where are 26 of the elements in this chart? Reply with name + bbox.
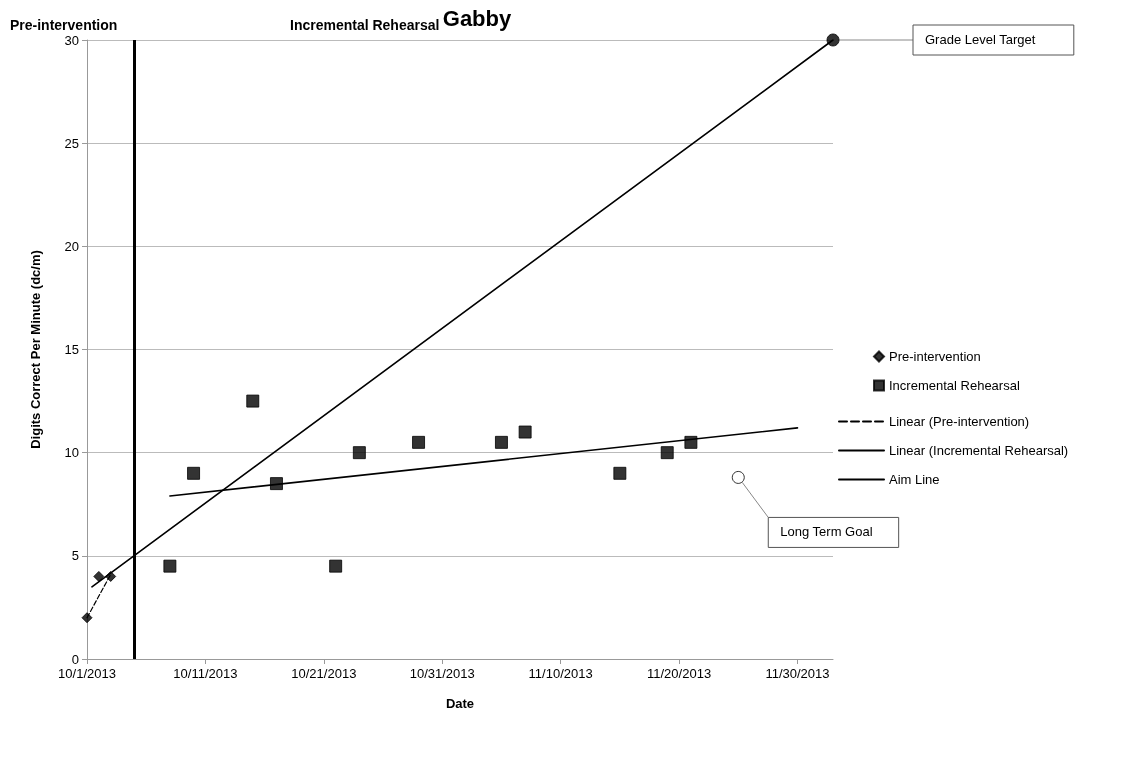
legend-label: Aim Line xyxy=(889,472,940,487)
x-axis-title: Date xyxy=(445,696,475,711)
x-tick-label: 10/21/2013 xyxy=(291,666,357,681)
chart-title: Gabby xyxy=(442,5,512,31)
y-tick-label: 5 xyxy=(71,548,79,564)
x-tick-label: 11/10/2013 xyxy=(528,666,593,681)
y-tick-label: 25 xyxy=(64,135,79,151)
x-tick-label: 10/11/2013 xyxy=(173,666,238,681)
x-tick-label: 11/30/2013 xyxy=(765,666,830,681)
x-tick-label: 11/20/2013 xyxy=(647,666,712,681)
y-tick-label: 10 xyxy=(64,445,79,461)
annotation: Long Term Goal xyxy=(780,524,873,540)
y-tick-label: 30 xyxy=(64,32,79,48)
annotation: Grade Level Target xyxy=(925,32,1036,47)
text: Incremental Rehearsal xyxy=(290,17,440,33)
y-tick-label: 0 xyxy=(71,651,79,667)
legend-label: Incremental Rehearsal xyxy=(889,378,1020,393)
x-tick-label: 10/1/2013 xyxy=(58,666,116,681)
y-tick-label: 20 xyxy=(64,238,79,254)
y-tick-label: 15 xyxy=(64,342,79,357)
y-axis-title: Digits Correct Per Minute (dc/m) xyxy=(28,250,43,449)
x-tick-label: 10/31/2013 xyxy=(409,666,475,681)
text: Pre-intervention xyxy=(10,17,118,33)
legend-label: Linear (Pre-intervention) xyxy=(889,414,1030,429)
legend-label: Pre-intervention xyxy=(889,349,981,364)
legend-label: Linear (Incremental Rehearsal) xyxy=(889,443,1069,458)
